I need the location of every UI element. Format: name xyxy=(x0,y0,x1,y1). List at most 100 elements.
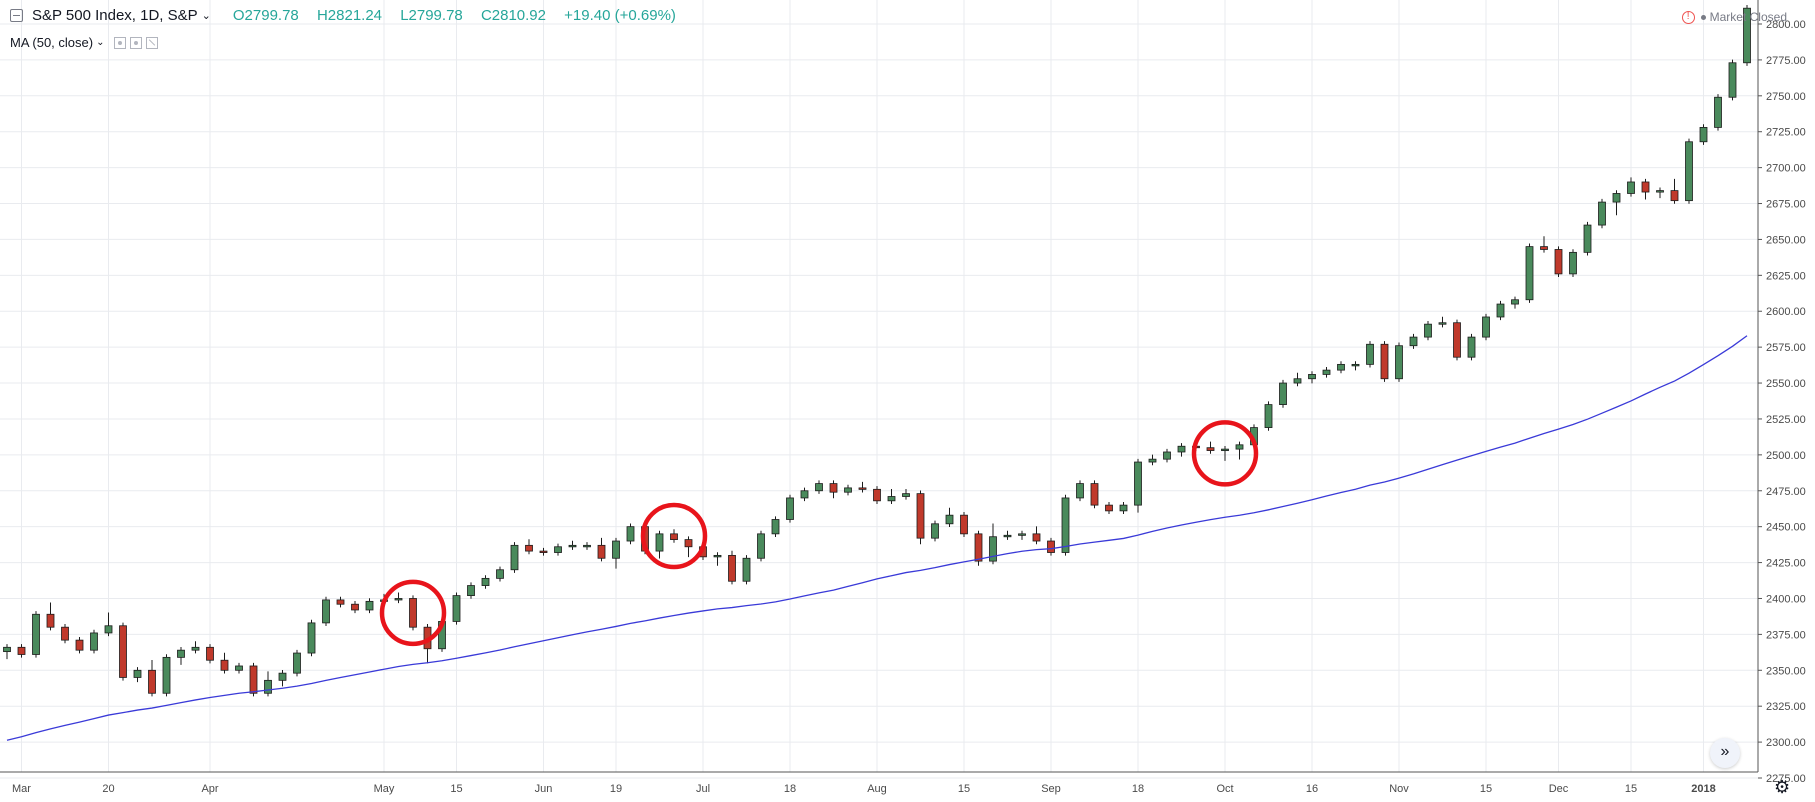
indicator-name[interactable]: MA (50, close) xyxy=(10,35,94,50)
annotation-circle xyxy=(379,579,447,647)
candle-body xyxy=(235,665,243,671)
candle-body xyxy=(1496,303,1505,318)
candle-body xyxy=(1293,378,1302,384)
candle-body xyxy=(1569,251,1577,275)
candle-body xyxy=(1525,246,1534,301)
candle-body xyxy=(104,625,113,634)
candle-body xyxy=(394,598,403,601)
x-tick-label: 18 xyxy=(1132,783,1144,795)
ma-50-line xyxy=(6,335,1748,741)
y-tick-label: 2575.00 xyxy=(1766,342,1806,354)
x-tick-label: 15 xyxy=(958,783,970,795)
candle-body xyxy=(90,632,98,651)
y-tick-label: 2275.00 xyxy=(1766,773,1806,785)
candle-body xyxy=(554,546,562,553)
candle-body xyxy=(887,496,896,502)
candle-body xyxy=(322,599,330,624)
y-tick-label: 2725.00 xyxy=(1766,127,1806,139)
x-tick-label: 15 xyxy=(1480,783,1492,795)
alert-icon: ! xyxy=(1681,10,1695,24)
candle-body xyxy=(264,679,272,694)
scroll-to-realtime-button[interactable]: » xyxy=(1710,738,1740,768)
x-tick-label: Oct xyxy=(1216,783,1233,795)
candle-body xyxy=(626,526,635,542)
candle-body xyxy=(1540,246,1548,250)
y-tick-label: 2600.00 xyxy=(1766,306,1806,318)
candle-body xyxy=(1380,343,1389,380)
candle-body xyxy=(278,672,287,681)
x-tick-label: Apr xyxy=(201,783,218,795)
legend-indicator: MA (50, close) ⌄ xyxy=(10,35,159,50)
candle-body xyxy=(1743,7,1751,64)
x-tick-label: Mar xyxy=(12,783,31,795)
x-tick-label: Aug xyxy=(867,783,887,795)
candle-body xyxy=(1685,141,1693,202)
candle-body xyxy=(786,497,794,520)
candle-body xyxy=(1279,382,1287,405)
candle-body xyxy=(307,622,316,654)
y-tick-label: 2475.00 xyxy=(1766,486,1806,498)
close-icon[interactable] xyxy=(146,36,159,49)
candle-body xyxy=(960,514,968,535)
settings-gear-icon[interactable]: ⚙ xyxy=(1774,777,1791,797)
candle-body xyxy=(1090,483,1099,506)
y-tick-label: 2650.00 xyxy=(1766,234,1806,246)
candle-body xyxy=(858,487,867,490)
change-value: +19.40 (+0.69%) xyxy=(564,7,676,24)
candle-body xyxy=(1438,322,1447,325)
candle-body xyxy=(1511,299,1519,305)
candle-body xyxy=(1076,483,1084,499)
candle-body xyxy=(655,533,664,552)
candle-body xyxy=(61,626,69,641)
candle-body xyxy=(467,585,475,597)
candle-body xyxy=(1308,374,1316,380)
candle-body xyxy=(365,600,374,611)
candle-body xyxy=(539,550,548,553)
candle-body xyxy=(742,557,751,582)
gear-icon[interactable] xyxy=(130,36,143,49)
y-tick-label: 2400.00 xyxy=(1766,593,1806,605)
symbol-title[interactable]: S&P 500 Index, 1D, S&P xyxy=(32,7,198,24)
candle-body xyxy=(177,649,185,658)
candle-body xyxy=(989,536,997,562)
candle-body xyxy=(1177,445,1186,453)
candle-body xyxy=(206,646,214,661)
candle-body xyxy=(1670,190,1679,202)
x-tick-label: 19 xyxy=(610,783,622,795)
candle-body xyxy=(1699,127,1708,143)
candle-body xyxy=(945,514,954,525)
candle-body xyxy=(249,665,258,694)
y-tick-label: 2775.00 xyxy=(1766,55,1806,67)
candle-body xyxy=(1148,458,1157,463)
candle-body xyxy=(771,519,780,535)
candle-body xyxy=(1366,343,1374,365)
candle-body xyxy=(191,646,200,651)
candle-body xyxy=(496,569,504,579)
candle-body xyxy=(133,669,142,678)
candle-body xyxy=(119,625,127,678)
candle-body xyxy=(1424,323,1432,338)
market-status: ! Market Closed xyxy=(1681,10,1787,24)
chevron-down-icon[interactable]: ⌄ xyxy=(96,37,105,48)
candle-body xyxy=(597,544,606,559)
collapse-icon[interactable] xyxy=(10,9,23,22)
candle-body xyxy=(162,656,171,694)
candle-body xyxy=(220,659,229,671)
legend-main: S&P 500 Index, 1D, S&P ⌄ O2799.78 H2821.… xyxy=(10,7,690,24)
market-status-label: Market Closed xyxy=(1709,10,1787,24)
candle-body xyxy=(713,554,722,558)
candle-body xyxy=(916,493,925,539)
chevron-down-icon[interactable]: ⌄ xyxy=(201,10,211,22)
x-tick-label: 18 xyxy=(784,783,796,795)
candle-body xyxy=(1047,540,1055,553)
candle-body xyxy=(1612,193,1621,203)
x-tick-label: Nov xyxy=(1389,783,1409,795)
candle-body xyxy=(1395,345,1403,380)
eye-icon[interactable] xyxy=(114,36,127,49)
candle-body xyxy=(1583,224,1592,253)
candle-body xyxy=(1453,322,1461,358)
candle-body xyxy=(525,544,533,552)
candle-body xyxy=(409,598,417,628)
y-tick-label: 2800.00 xyxy=(1766,19,1806,31)
